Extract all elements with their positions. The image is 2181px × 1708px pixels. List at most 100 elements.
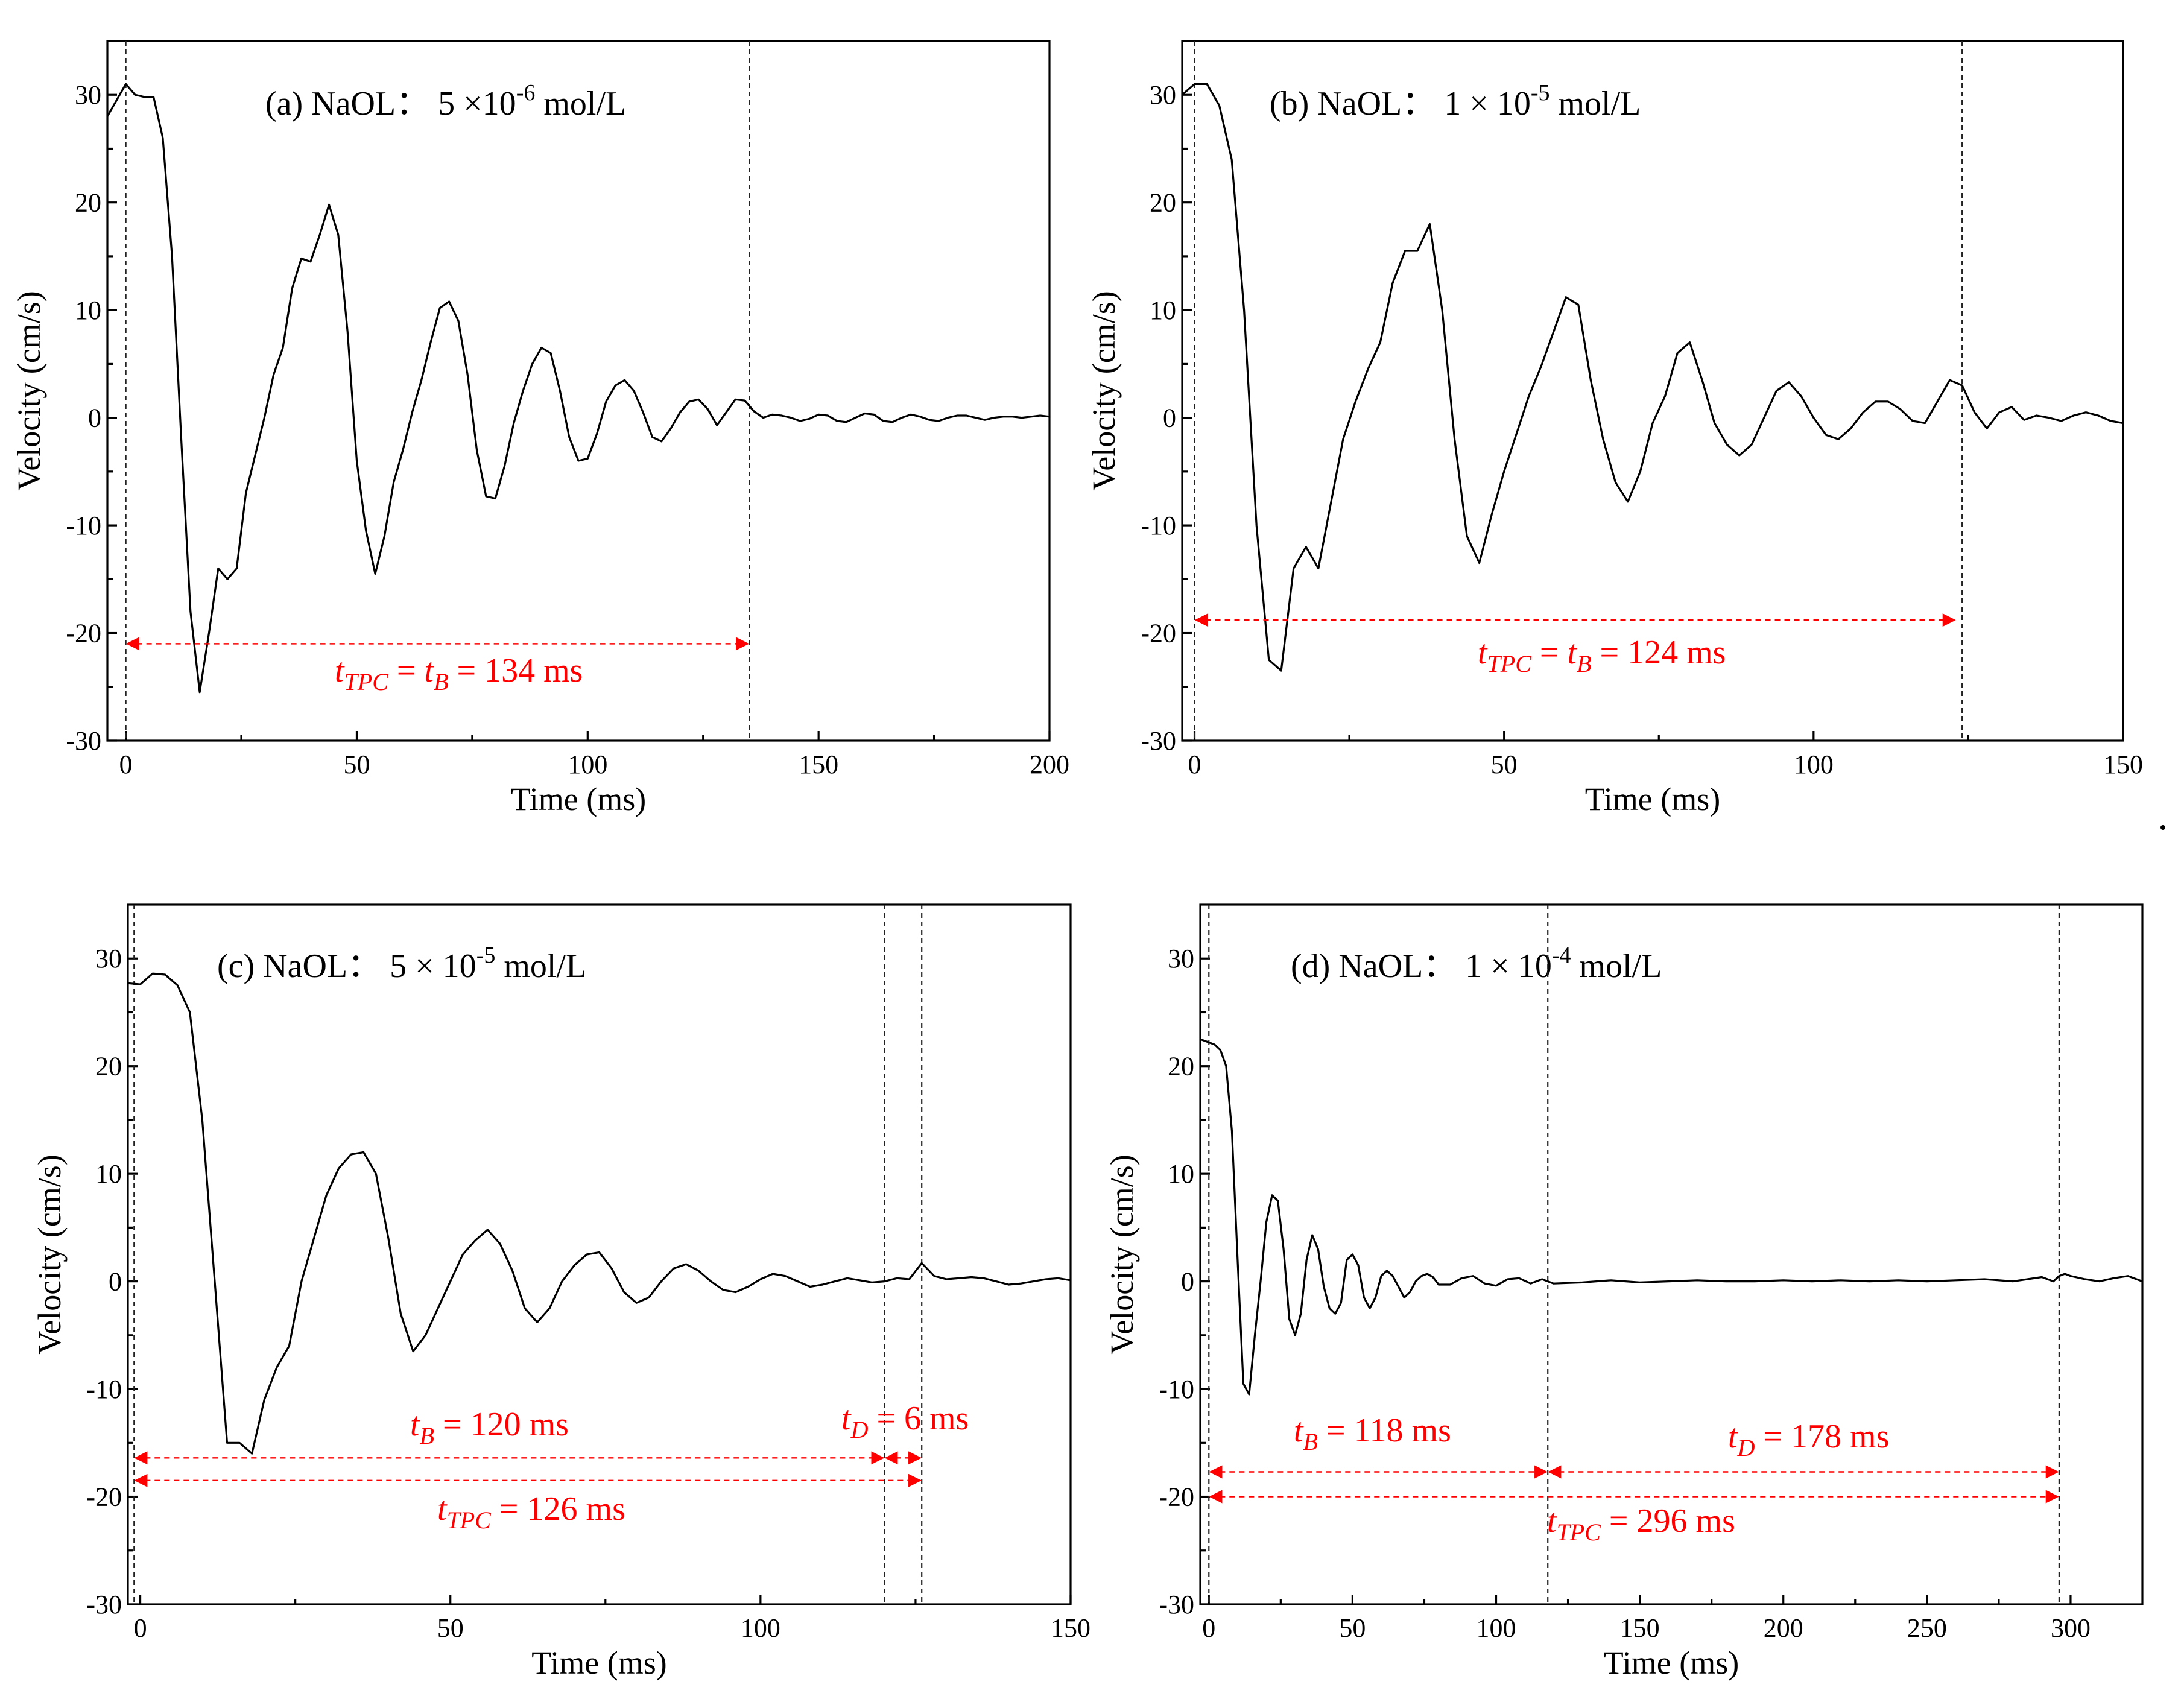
x-axis-label: Time (ms)	[511, 781, 647, 817]
y-tick-label: -20	[1141, 619, 1176, 648]
panel-title-main: (c) NaOL： 5 × 10	[217, 947, 476, 985]
time-annotation: tD = 6 ms	[841, 1400, 969, 1443]
y-tick-label: 0	[1163, 403, 1176, 433]
velocity-curve	[1181, 83, 2124, 672]
x-tick-label: 100	[1477, 1613, 1516, 1643]
velocity-curve	[106, 83, 1050, 694]
x-tick-label: 0	[1202, 1613, 1215, 1643]
x-tick-label: 200	[1030, 750, 1069, 779]
y-tick-label: 0	[109, 1267, 122, 1297]
panel-title-main: (b) NaOL： 1 × 10	[1270, 85, 1531, 122]
annotation-subscript: D	[1737, 1434, 1755, 1461]
annotation-part: t	[335, 652, 345, 689]
annotation-part: =	[388, 652, 425, 689]
annotation-subscript: D	[850, 1416, 869, 1443]
y-tick-label: 20	[1150, 188, 1176, 218]
x-tick-label: 100	[1794, 750, 1834, 779]
x-tick-label: 150	[799, 750, 838, 779]
panel-c: -30 -20 -10 0 10 20 30 0 50 100 150 Time (ms) Veloci…	[31, 903, 1090, 1681]
y-tick-label: 20	[75, 188, 101, 218]
panel-title-unit: mol/L	[1571, 947, 1662, 985]
panel-title-exponent: -5	[1531, 80, 1550, 106]
y-tick-label: 0	[88, 403, 101, 433]
annotation-part: t	[1294, 1412, 1304, 1449]
x-tick-label: 50	[437, 1613, 464, 1643]
y-tick-label: -30	[86, 1590, 122, 1619]
annotation-part: = 126 ms	[491, 1490, 625, 1528]
y-tick-label: -20	[86, 1482, 122, 1512]
y-tick-label: -20	[66, 619, 101, 648]
annotation-part: t	[1547, 1502, 1557, 1540]
plot-frame	[127, 903, 1072, 1605]
annotation-part: t	[1478, 634, 1488, 671]
annotation-part: = 118 ms	[1318, 1412, 1451, 1449]
annotation-part: = 124 ms	[1592, 634, 1726, 671]
annotation-subscript: B	[420, 1422, 434, 1449]
y-tick-label: -20	[1159, 1482, 1194, 1512]
annotation-subscript: TPC	[1557, 1519, 1602, 1546]
plot-frame	[1181, 40, 2124, 742]
y-tick-label: 20	[95, 1052, 122, 1081]
plot-frame	[1199, 903, 2144, 1605]
annotation-part: = 6 ms	[868, 1400, 969, 1437]
y-tick-label: -30	[1141, 726, 1176, 756]
panel-title-exponent: -4	[1552, 943, 1571, 968]
annotation-part: t	[1728, 1418, 1738, 1455]
plot-frame	[106, 40, 1051, 742]
x-tick-label: 150	[1051, 1613, 1090, 1643]
x-axis-label: Time (ms)	[1585, 781, 1721, 817]
panel-title-exponent: -6	[516, 80, 536, 106]
x-tick-label: 0	[119, 750, 133, 779]
x-tick-label: 50	[343, 750, 370, 779]
panel-title-main: (a) NaOL： 5 ×10	[265, 85, 516, 122]
panel-title: (d) NaOL： 1 × 10-4 mol/L	[1291, 943, 1662, 985]
x-tick-label: 0	[134, 1613, 147, 1643]
x-tick-label: 50	[1491, 750, 1518, 779]
y-tick-label: 10	[1150, 296, 1176, 325]
y-tick-label: 10	[95, 1159, 122, 1189]
x-tick-label: 150	[2103, 750, 2143, 779]
velocity-curve	[1200, 1038, 2143, 1396]
x-tick-label: 150	[1620, 1613, 1660, 1643]
y-axis-label: Velocity (cm/s)	[11, 291, 47, 490]
panel-title-unit: mol/L	[535, 85, 626, 122]
y-tick-label: 30	[95, 944, 122, 973]
panel-title-exponent: -5	[476, 943, 496, 968]
y-tick-label: -10	[66, 511, 101, 540]
annotation-subscript: B	[434, 668, 448, 695]
x-axis-label: Time (ms)	[531, 1645, 667, 1681]
y-tick-label: 30	[75, 80, 101, 110]
annotation-part: = 134 ms	[449, 652, 583, 689]
x-tick-label: 50	[1339, 1613, 1366, 1643]
annotation-subscript: TPC	[344, 668, 390, 695]
annotation-subscript: TPC	[1487, 650, 1533, 677]
panel-title: (c) NaOL： 5 × 10-5 mol/L	[217, 943, 586, 985]
y-tick-label: 30	[1168, 944, 1194, 973]
annotation-subscript: TPC	[447, 1507, 492, 1534]
y-axis-label: Velocity (cm/s)	[31, 1154, 68, 1354]
y-tick-label: 10	[75, 296, 101, 325]
annotation-part: = 296 ms	[1601, 1502, 1735, 1540]
panel-title-unit: mol/L	[495, 947, 586, 985]
x-tick-label: 200	[1764, 1613, 1803, 1643]
y-tick-label: -10	[86, 1374, 122, 1404]
x-tick-label: 0	[1188, 750, 1201, 779]
time-annotation: tTPC = 296 ms	[1547, 1502, 1735, 1546]
y-tick-label: 20	[1168, 1052, 1194, 1081]
annotation-part: t	[437, 1490, 448, 1528]
y-tick-label: -10	[1141, 511, 1176, 540]
annotation-subscript: B	[1303, 1428, 1318, 1455]
annotation-part: t	[410, 1406, 420, 1443]
time-annotation: tB = 120 ms	[410, 1406, 569, 1449]
annotation-part: t	[425, 652, 435, 689]
y-tick-label: 30	[1150, 80, 1176, 110]
x-tick-label: 250	[1907, 1613, 1947, 1643]
y-axis-label: Velocity (cm/s)	[1086, 291, 1122, 490]
time-annotation: tTPC = tB = 134 ms	[335, 652, 583, 695]
y-tick-label: 0	[1181, 1267, 1194, 1297]
panel-a: -30 -20 -10 0 10 20 30 0 50 100 150 200 Time (ms) Vel…	[11, 40, 1069, 817]
panel-title: (a) NaOL： 5 ×10-6 mol/L	[265, 80, 626, 122]
annotation-subscript: B	[1577, 650, 1591, 677]
